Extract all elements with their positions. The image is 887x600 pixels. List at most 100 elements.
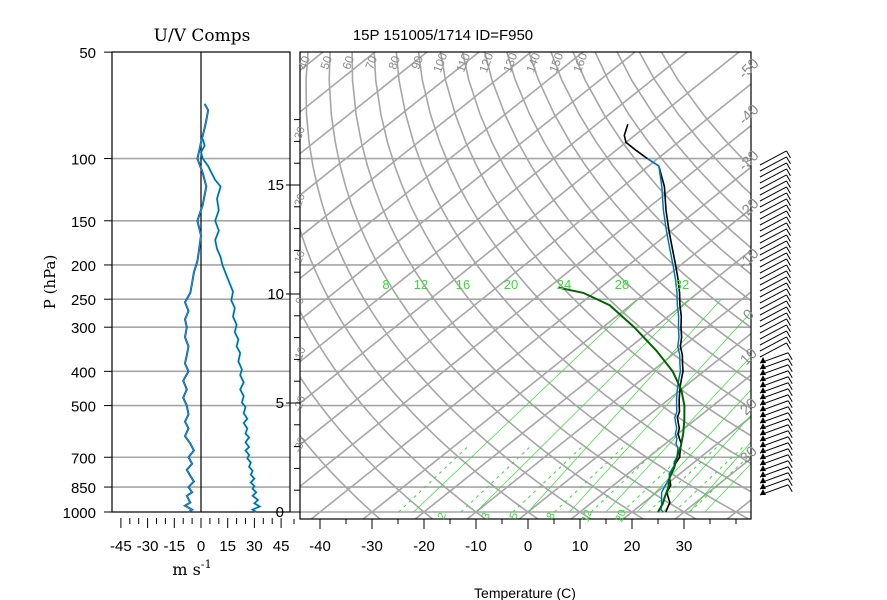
dry-adiabat: [439, 52, 751, 437]
uv-series: [182, 103, 262, 513]
dry-adiabat: [300, 434, 381, 519]
wind-barb-feather: [786, 210, 791, 219]
wind-barb: [759, 246, 787, 262]
temperature-label--30: -30: [361, 538, 383, 555]
wind-barb-feather: [787, 436, 793, 444]
mixing-ratio-bottom-label: 8: [544, 511, 557, 521]
pressure-label-200: 200: [71, 258, 96, 275]
wind-barb-feather: [787, 412, 793, 420]
uv-panel-title: U/V Comps: [154, 26, 251, 46]
wind-barb-feather: [786, 198, 791, 207]
uv-x-tick-marks: [120, 518, 282, 528]
wind-barb-feather: [786, 186, 791, 195]
wind-barb-flag: [760, 441, 766, 447]
wind-barb-feather: [786, 300, 791, 309]
wind-barb: [759, 192, 787, 208]
dry-adiabat: [483, 52, 751, 383]
sounding-profiles: [558, 124, 686, 513]
wind-barb: [759, 336, 787, 352]
isotherm-label--50: -50: [735, 55, 762, 82]
wind-barb-feather: [787, 370, 793, 378]
wind-barb-feather: [786, 342, 791, 351]
wind-barb: [759, 156, 787, 172]
v-component-edge: [200, 138, 261, 513]
wind-barb-flag: [760, 453, 766, 459]
pressure-axis-label: P (hPa): [41, 255, 59, 310]
isotherm: [569, 374, 751, 519]
wind-barb: [759, 162, 787, 178]
theta-left-label: 10: [292, 249, 307, 265]
dry-adiabat: [395, 52, 751, 493]
wind-barb: [759, 318, 787, 334]
mixing-ratio-line: [605, 355, 751, 513]
theta-label-100: 100: [430, 51, 450, 75]
mixing-ratio-label-8: 8: [382, 277, 389, 292]
wind-barb-feather: [787, 430, 793, 438]
isotherm: [300, 52, 429, 155]
mixing-ratio-line: [413, 298, 639, 513]
wind-barb-feather: [787, 376, 793, 384]
wind-barb-feather: [786, 318, 791, 327]
wind-barb-feather: [787, 364, 793, 372]
wind-barb-flag: [760, 447, 766, 453]
uv-x-label-0: 0: [197, 538, 205, 555]
wind-barb: [759, 186, 787, 202]
dry-adiabat: [351, 52, 698, 519]
wind-barb-flag: [760, 357, 766, 363]
moist-adiabat-segment: [512, 445, 584, 513]
sounding-title: 15P 151005/1714 ID=F950: [353, 27, 533, 44]
wind-barb-feather: [786, 192, 791, 201]
isotherm: [517, 332, 751, 519]
skew-t-panel: 15P 151005/1714 ID=F950 40 50 60 70 80 90 100 1…: [267, 27, 793, 600]
dewpoint-profile-core: [647, 158, 681, 513]
wind-barb-feather: [786, 204, 791, 213]
wind-barb: [759, 306, 787, 322]
moist-adiabat-segment: [689, 453, 751, 513]
isotherm-label-10: 10: [737, 345, 761, 369]
wind-barb-feather: [787, 466, 793, 474]
pressure-label-500: 500: [71, 399, 96, 416]
mixing-ratio-bottom-label: 2: [435, 511, 448, 521]
wind-barb-flag: [760, 393, 766, 399]
wind-barb-flag: [760, 465, 766, 471]
wind-barbs: [759, 150, 793, 496]
wind-barb-feather: [787, 382, 793, 390]
isotherm: [300, 124, 751, 488]
skew-t-annotations: 40 50 60 70 80 90 100 110 120 130 140 150 1603020100…: [292, 51, 763, 524]
wind-barb-flag: [760, 423, 766, 429]
mixing-ratio-bottom-label: 5: [507, 511, 520, 521]
wind-barb-feather: [786, 240, 791, 249]
wind-barb-feather: [787, 406, 793, 414]
wind-barb: [759, 228, 787, 244]
wind-barb-feather: [787, 484, 793, 492]
wind-barb-flag: [760, 387, 766, 393]
uv-x-label-15: 15: [219, 538, 236, 555]
wind-barb-feather: [786, 264, 791, 273]
wind-barb-flag: [760, 477, 766, 483]
mixing-ratio-label-16: 16: [456, 277, 470, 292]
isotherm-label--10: -10: [735, 245, 762, 272]
wind-barb-feather: [786, 150, 791, 159]
theta-label-50: 50: [317, 54, 335, 72]
wind-barb-feather: [787, 478, 793, 486]
height-km-ticks: 0 5 10 15: [267, 119, 300, 521]
skew-t-frame: [299, 51, 752, 520]
wind-barb-flag: [760, 405, 766, 411]
wind-barb-feather: [786, 276, 791, 285]
dry-adiabat: [417, 52, 751, 465]
temperature-label-10: 10: [572, 538, 589, 555]
wind-barb-feather: [786, 222, 791, 231]
wind-barb-flag: [760, 471, 766, 477]
mixing-ratio-label-20: 20: [504, 277, 518, 292]
dry-adiabat: [550, 52, 751, 302]
theta-left-label: 30: [292, 125, 307, 141]
dry-adiabat: [300, 227, 540, 519]
wind-barb-feather: [786, 156, 791, 165]
wind-barb-flag: [760, 375, 766, 381]
wind-barb: [759, 222, 787, 238]
temperature-label--20: -20: [413, 538, 435, 555]
pressure-label-150: 150: [71, 214, 96, 231]
wind-barb-feather: [787, 442, 793, 450]
wind-barb-flag: [760, 363, 766, 369]
wind-barb-flag: [760, 369, 766, 375]
